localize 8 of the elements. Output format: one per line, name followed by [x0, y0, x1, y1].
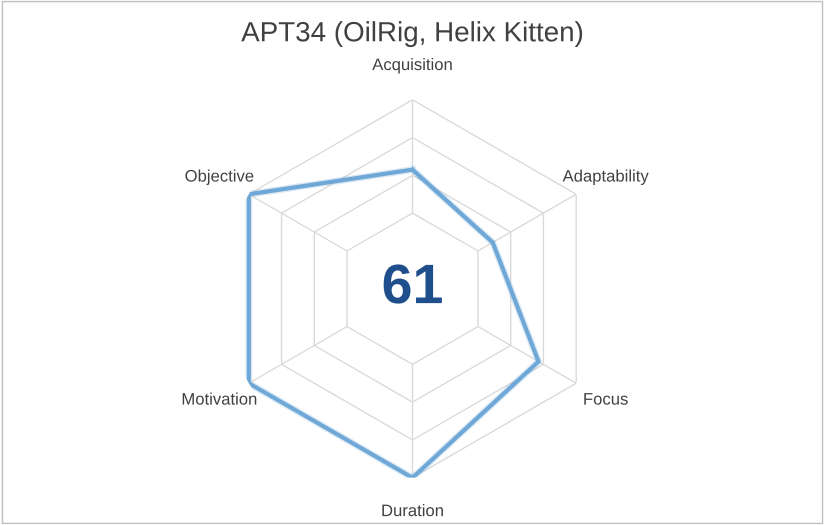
spoke-label: Motivation — [182, 392, 256, 405]
spoke-label: Adaptability — [562, 169, 649, 186]
spoke-label: Duration — [382, 504, 443, 516]
spoke-label: Acquisition — [372, 58, 452, 74]
chart-title: APT34 (OilRig, Helix Kitten) — [241, 21, 582, 48]
text: 61 — [384, 264, 442, 304]
spoke-label: Focus — [584, 393, 628, 405]
spoke-label: Objective — [185, 169, 254, 186]
